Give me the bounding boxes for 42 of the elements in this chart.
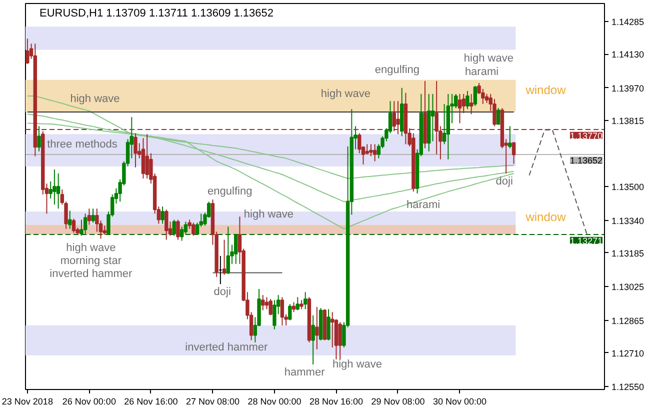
annotation: engulfing	[374, 64, 420, 76]
annotation: inverted hammer	[50, 268, 133, 280]
ref-line-label: 1.13770	[570, 130, 603, 141]
y-tick-label: 1.13815	[612, 116, 644, 126]
annotation: high wave	[464, 52, 514, 65]
x-tick-label: 26 Nov 00:00	[62, 396, 116, 406]
annotation: hammer	[284, 366, 326, 379]
y-tick-label: 1.13340	[612, 216, 644, 226]
annotation: harami	[464, 66, 499, 78]
annotation: harami	[406, 198, 440, 211]
annotation: doji	[496, 175, 513, 188]
annotation: three methods	[47, 138, 118, 150]
y-tick-label: 1.14285	[612, 17, 644, 28]
annotation: doji	[214, 286, 231, 298]
annotation: high wave	[66, 242, 116, 254]
x-tick-label: 26 Nov 16:00	[124, 396, 178, 406]
band-label: window	[524, 210, 566, 224]
ref-line-label: 1.13271	[570, 236, 603, 246]
annotation: high wave	[70, 92, 120, 105]
y-tick-label: 1.12550	[612, 382, 644, 392]
y-tick-label: 1.13970	[612, 83, 644, 94]
x-tick-label: 29 Nov 08:00	[371, 396, 425, 406]
annotation: engulfing	[208, 185, 252, 198]
y-tick-label: 1.13185	[612, 248, 644, 258]
annotation: high wave	[332, 358, 382, 370]
y-tick-label: 1.13500	[612, 182, 644, 192]
x-tick-label: 30 Nov 00:00	[432, 396, 487, 406]
ref-line-label: 1.13652	[570, 156, 603, 166]
y-tick-label: 1.12865	[612, 316, 644, 326]
chart-title: EURUSD,H1 1.13709 1.13711 1.13609 1.13652	[40, 8, 274, 20]
x-tick-label: 28 Nov 00:00	[248, 396, 302, 406]
y-tick-label: 1.12710	[612, 348, 644, 358]
y-tick-label: 1.13025	[612, 282, 644, 292]
band-label: window	[524, 82, 566, 97]
annotation: morning star	[60, 254, 122, 267]
annotation: high wave	[244, 208, 294, 221]
x-tick-label: 28 Nov 16:00	[309, 396, 364, 406]
x-tick-label: 23 Nov 2018	[2, 396, 53, 406]
y-tick-label: 1.14130	[612, 50, 644, 60]
annotation: high wave	[320, 88, 370, 100]
annotation: inverted hammer	[185, 341, 268, 354]
x-tick-label: 27 Nov 08:00	[186, 396, 240, 406]
